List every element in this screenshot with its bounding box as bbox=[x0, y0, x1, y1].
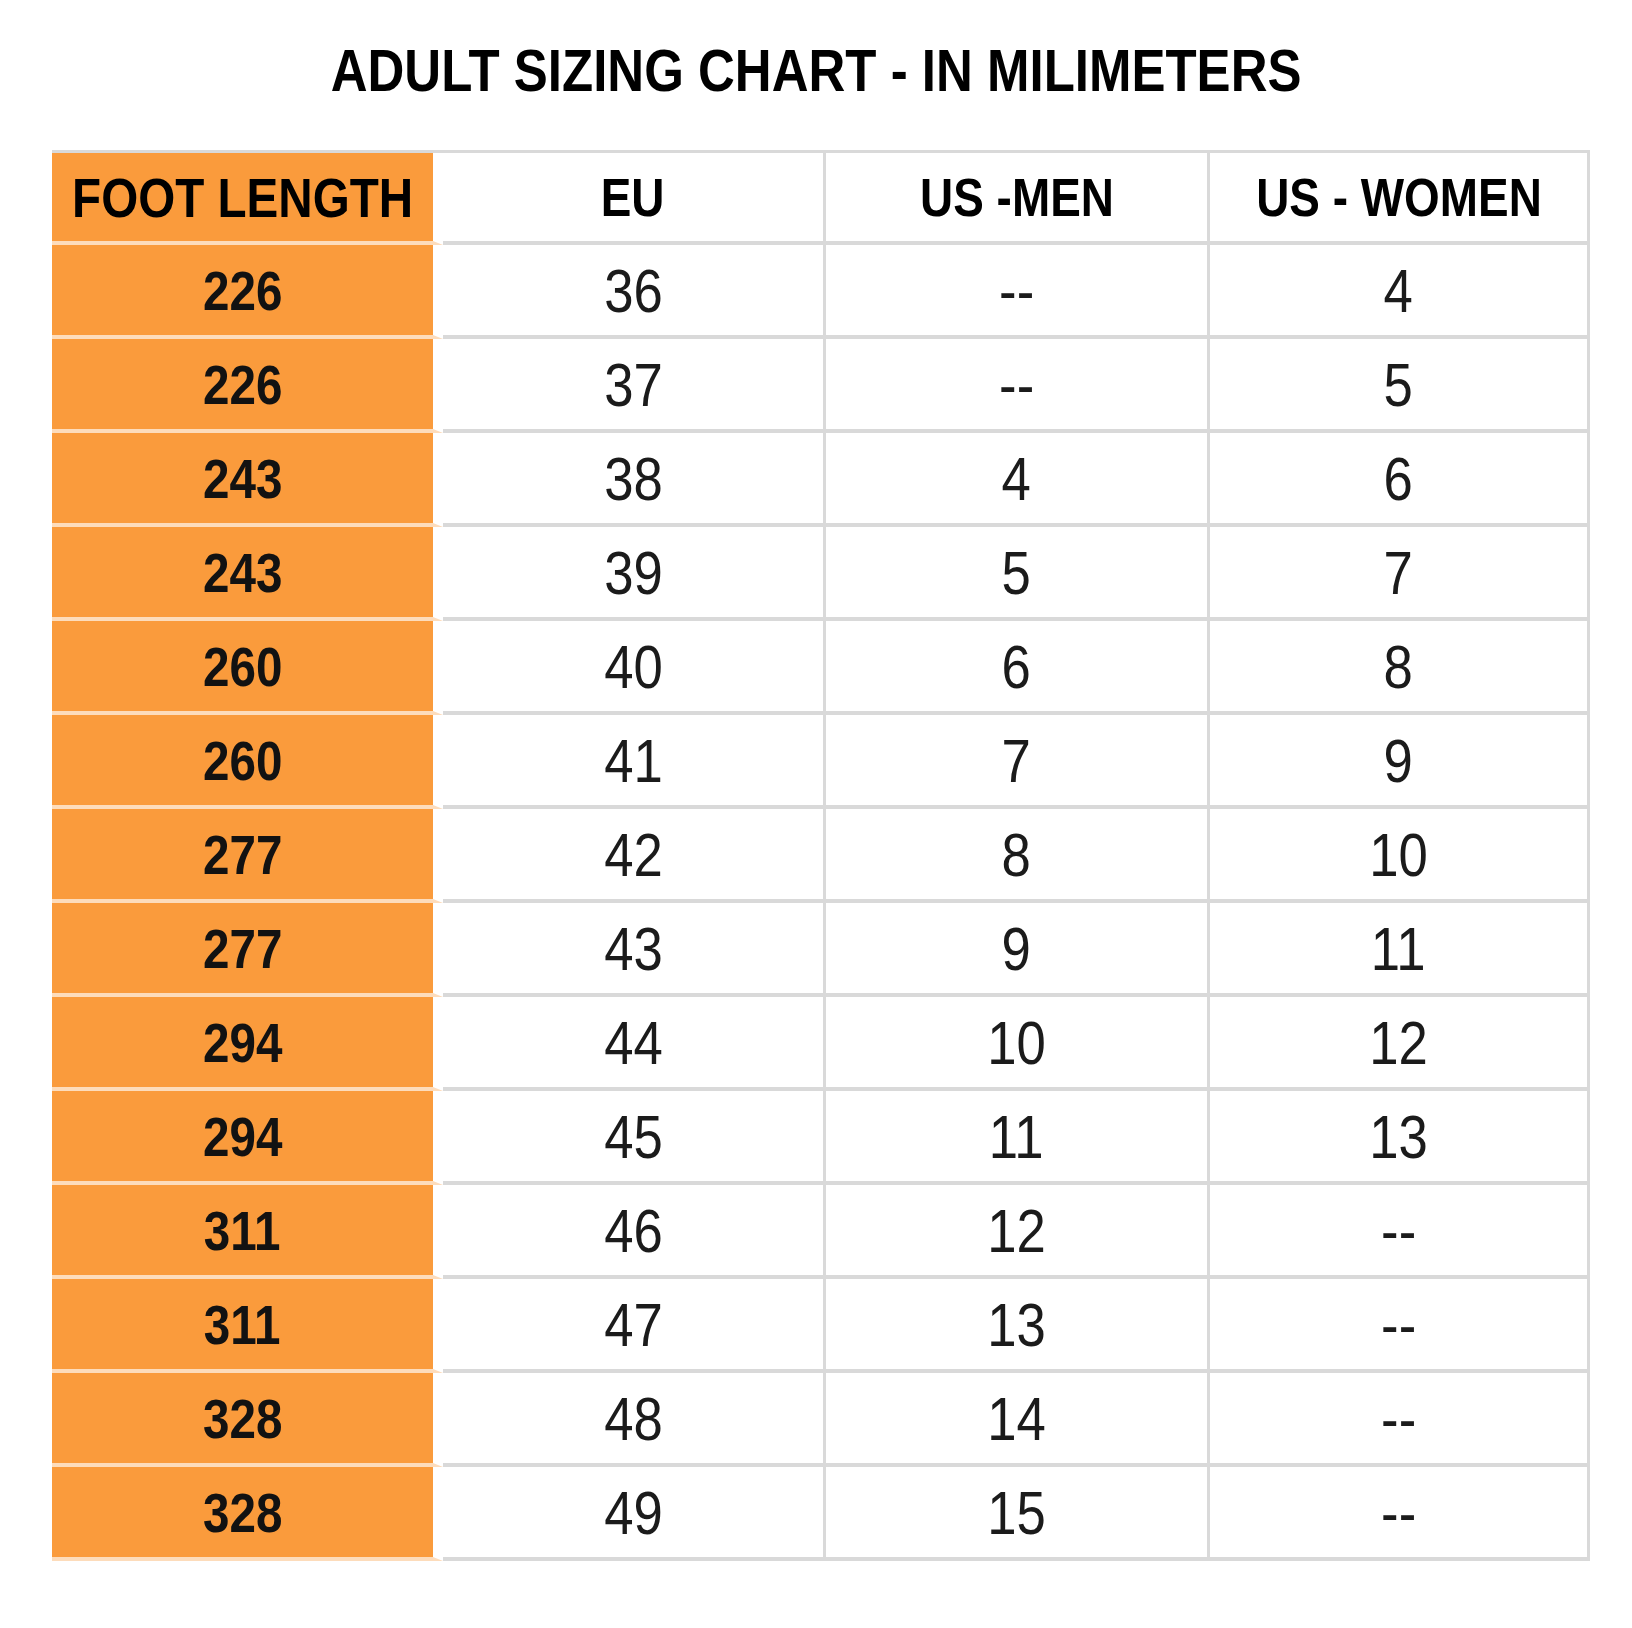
table-row: 260 40 6 8 bbox=[52, 621, 1587, 715]
sizing-table: FOOT LENGTH EU US -MEN US - WOMEN 226 36… bbox=[52, 150, 1590, 1561]
page-title-text: ADULT SIZING CHART - IN MILIMETERS bbox=[331, 36, 1302, 105]
table-row: 294 45 11 13 bbox=[52, 1091, 1587, 1185]
cell-us-men: 5 bbox=[823, 527, 1207, 621]
table-row: 277 42 8 10 bbox=[52, 809, 1587, 903]
cell-eu: 42 bbox=[443, 809, 823, 903]
cell-foot-length: 243 bbox=[52, 527, 443, 621]
table-row: 328 48 14 -- bbox=[52, 1373, 1587, 1467]
cell-eu: 36 bbox=[443, 245, 823, 339]
cell-eu: 47 bbox=[443, 1279, 823, 1373]
cell-us-men: 12 bbox=[823, 1185, 1207, 1279]
cell-foot-length: 294 bbox=[52, 1091, 443, 1185]
cell-us-women: -- bbox=[1207, 1373, 1587, 1467]
header-us-women: US - WOMEN bbox=[1207, 153, 1587, 245]
table-row: 328 49 15 -- bbox=[52, 1467, 1587, 1561]
cell-us-women: 6 bbox=[1207, 433, 1587, 527]
header-eu: EU bbox=[443, 153, 823, 245]
table-row: 311 47 13 -- bbox=[52, 1279, 1587, 1373]
cell-us-men: 15 bbox=[823, 1467, 1207, 1561]
page-title: ADULT SIZING CHART - IN MILIMETERS bbox=[0, 36, 1632, 105]
cell-us-women: 12 bbox=[1207, 997, 1587, 1091]
cell-foot-length: 311 bbox=[52, 1279, 443, 1373]
cell-foot-length: 328 bbox=[52, 1373, 443, 1467]
cell-us-women: -- bbox=[1207, 1279, 1587, 1373]
cell-foot-length: 277 bbox=[52, 903, 443, 997]
cell-foot-length: 226 bbox=[52, 339, 443, 433]
header-foot-length: FOOT LENGTH bbox=[52, 153, 443, 245]
cell-eu: 43 bbox=[443, 903, 823, 997]
cell-eu: 37 bbox=[443, 339, 823, 433]
cell-us-women: 9 bbox=[1207, 715, 1587, 809]
cell-us-men: 7 bbox=[823, 715, 1207, 809]
cell-us-men: 4 bbox=[823, 433, 1207, 527]
cell-eu: 39 bbox=[443, 527, 823, 621]
cell-us-men: 14 bbox=[823, 1373, 1207, 1467]
cell-us-women: -- bbox=[1207, 1185, 1587, 1279]
cell-us-women: 4 bbox=[1207, 245, 1587, 339]
cell-foot-length: 260 bbox=[52, 621, 443, 715]
cell-us-men: -- bbox=[823, 339, 1207, 433]
cell-us-men: -- bbox=[823, 245, 1207, 339]
cell-foot-length: 294 bbox=[52, 997, 443, 1091]
cell-eu: 45 bbox=[443, 1091, 823, 1185]
table-row: 294 44 10 12 bbox=[52, 997, 1587, 1091]
cell-foot-length: 328 bbox=[52, 1467, 443, 1561]
table-row: 226 36 -- 4 bbox=[52, 245, 1587, 339]
table-header-row: FOOT LENGTH EU US -MEN US - WOMEN bbox=[52, 153, 1587, 245]
cell-eu: 49 bbox=[443, 1467, 823, 1561]
cell-us-men: 6 bbox=[823, 621, 1207, 715]
cell-us-women: 13 bbox=[1207, 1091, 1587, 1185]
table-row: 243 38 4 6 bbox=[52, 433, 1587, 527]
cell-eu: 48 bbox=[443, 1373, 823, 1467]
cell-foot-length: 226 bbox=[52, 245, 443, 339]
cell-eu: 38 bbox=[443, 433, 823, 527]
table-row: 260 41 7 9 bbox=[52, 715, 1587, 809]
table-row: 243 39 5 7 bbox=[52, 527, 1587, 621]
table-body: 226 36 -- 4 226 37 -- 5 243 38 bbox=[52, 245, 1587, 1561]
cell-us-men: 11 bbox=[823, 1091, 1207, 1185]
cell-us-men: 8 bbox=[823, 809, 1207, 903]
header-us-men: US -MEN bbox=[823, 153, 1207, 245]
table-row: 277 43 9 11 bbox=[52, 903, 1587, 997]
cell-eu: 44 bbox=[443, 997, 823, 1091]
cell-us-women: 11 bbox=[1207, 903, 1587, 997]
cell-foot-length: 260 bbox=[52, 715, 443, 809]
table-row: 226 37 -- 5 bbox=[52, 339, 1587, 433]
cell-us-men: 10 bbox=[823, 997, 1207, 1091]
cell-us-women: 10 bbox=[1207, 809, 1587, 903]
cell-eu: 41 bbox=[443, 715, 823, 809]
cell-foot-length: 277 bbox=[52, 809, 443, 903]
cell-us-women: 8 bbox=[1207, 621, 1587, 715]
cell-us-men: 13 bbox=[823, 1279, 1207, 1373]
cell-us-women: 7 bbox=[1207, 527, 1587, 621]
cell-us-women: -- bbox=[1207, 1467, 1587, 1561]
cell-eu: 40 bbox=[443, 621, 823, 715]
cell-foot-length: 311 bbox=[52, 1185, 443, 1279]
cell-eu: 46 bbox=[443, 1185, 823, 1279]
table-row: 311 46 12 -- bbox=[52, 1185, 1587, 1279]
cell-us-men: 9 bbox=[823, 903, 1207, 997]
cell-foot-length: 243 bbox=[52, 433, 443, 527]
cell-us-women: 5 bbox=[1207, 339, 1587, 433]
